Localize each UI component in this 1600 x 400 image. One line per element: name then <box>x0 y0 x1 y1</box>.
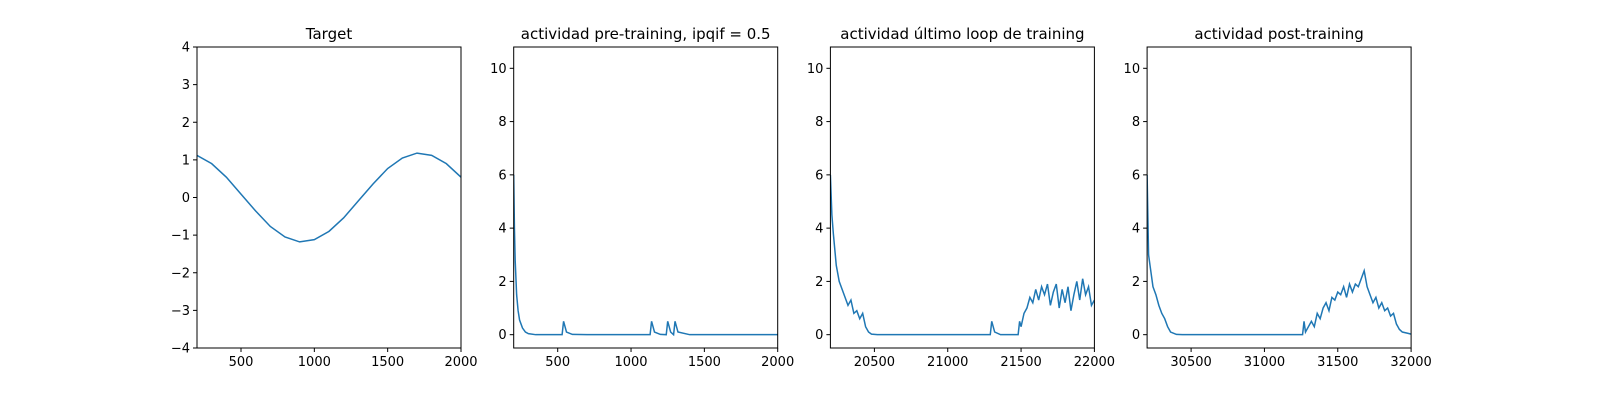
y-tick-label: −1 <box>171 229 190 244</box>
y-tick-label: 10 <box>1124 62 1141 77</box>
line-series <box>1147 174 1412 336</box>
y-tick-label: 2 <box>1132 275 1140 290</box>
x-tick-label: 30500 <box>1170 355 1211 370</box>
y-tick-label: 0 <box>182 191 190 206</box>
axes-frame <box>196 46 462 349</box>
y-tick-label: 4 <box>1132 222 1140 237</box>
y-tick-label: 1 <box>182 153 190 168</box>
x-tick-label: 31000 <box>1244 355 1285 370</box>
x-tick-label: 1000 <box>614 355 647 370</box>
y-tick-label: 2 <box>815 275 823 290</box>
y-tick-label: 4 <box>498 222 506 237</box>
x-tick-label: 22000 <box>1074 355 1115 370</box>
chart-title: actividad pre-training, ipqif = 0.5 <box>521 25 771 43</box>
y-tick-label: 6 <box>1132 168 1140 183</box>
x-tick-label: 2000 <box>761 355 794 370</box>
y-tick-label: 6 <box>498 168 506 183</box>
y-tick-label: 10 <box>490 62 507 77</box>
x-tick-label: 500 <box>229 355 254 370</box>
x-tick-label: 2000 <box>444 355 477 370</box>
y-tick-label: 8 <box>1132 115 1140 130</box>
y-tick-label: −4 <box>171 342 190 357</box>
y-tick-label: 0 <box>1132 328 1140 343</box>
y-tick-label: 2 <box>182 116 190 131</box>
chart-title: Target <box>305 25 353 43</box>
line-series <box>830 174 1095 336</box>
chart-title: actividad post-training <box>1194 25 1363 43</box>
x-tick-label: 500 <box>545 355 570 370</box>
y-tick-label: −3 <box>171 304 190 319</box>
axes-frame <box>513 46 779 349</box>
y-tick-label: 4 <box>182 41 190 56</box>
y-tick-label: 0 <box>498 328 506 343</box>
y-tick-label: 3 <box>182 78 190 93</box>
x-tick-label: 21500 <box>1000 355 1041 370</box>
axes-frame <box>829 46 1095 349</box>
line-series <box>197 152 461 243</box>
chart-title: actividad último loop de training <box>840 25 1084 43</box>
y-tick-label: 10 <box>807 62 824 77</box>
x-tick-label: 21000 <box>927 355 968 370</box>
x-tick-label: 1000 <box>298 355 331 370</box>
x-tick-label: 20500 <box>854 355 895 370</box>
y-tick-label: 8 <box>815 115 823 130</box>
x-tick-label: 31500 <box>1317 355 1358 370</box>
x-tick-label: 1500 <box>688 355 721 370</box>
y-tick-label: 4 <box>815 222 823 237</box>
axes-frame <box>1146 46 1412 349</box>
x-tick-label: 32000 <box>1390 355 1431 370</box>
y-tick-label: 0 <box>815 328 823 343</box>
y-tick-label: 6 <box>815 168 823 183</box>
line-series <box>513 174 778 337</box>
y-tick-label: −2 <box>171 266 190 281</box>
y-tick-label: 2 <box>498 275 506 290</box>
x-tick-label: 1500 <box>371 355 404 370</box>
y-tick-label: 8 <box>498 115 506 130</box>
